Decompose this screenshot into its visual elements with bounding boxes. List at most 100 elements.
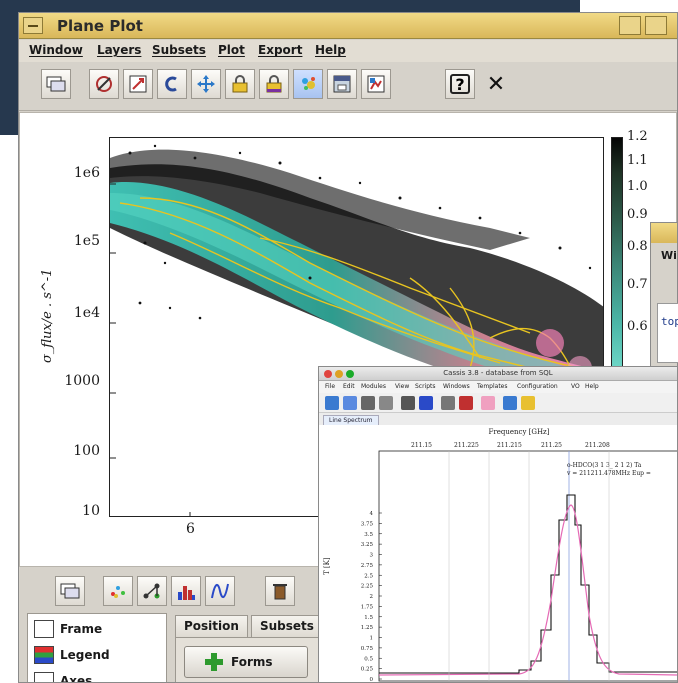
toolbar: ? ✕: [19, 63, 677, 111]
tab-subsets[interactable]: Subsets: [251, 615, 323, 637]
save-icon[interactable]: [343, 396, 357, 410]
colorbar-tick-label: 1.1: [627, 153, 648, 168]
window-title: Plane Plot: [57, 17, 143, 35]
forms-button[interactable]: Forms: [184, 646, 308, 678]
minimize-button[interactable]: [619, 16, 641, 35]
menu-subsets[interactable]: Subsets: [152, 43, 206, 57]
delete-layer-button[interactable]: [265, 576, 295, 606]
zoom-icon: [129, 75, 147, 93]
open-icon[interactable]: [325, 396, 339, 410]
print-icon[interactable]: [361, 396, 375, 410]
colorbar-tick-label: 0.6: [627, 319, 648, 334]
new-window-button[interactable]: [41, 69, 71, 99]
lock-y-button[interactable]: [259, 69, 289, 99]
close-icon: ✕: [486, 71, 506, 97]
colorbar-tick-label: 1.0: [627, 179, 648, 194]
cassis-toolbar: [319, 393, 677, 413]
tab-position[interactable]: Position: [175, 615, 248, 637]
cassis-menu-scripts[interactable]: Scripts: [415, 383, 436, 390]
secondary-menu-fragment[interactable]: Wi: [661, 249, 677, 262]
menu-help[interactable]: Help: [315, 43, 346, 57]
zoom-button[interactable]: [123, 69, 153, 99]
tab-panel: Forms: [175, 637, 335, 682]
spectrum-y-tick-label: 3.5: [364, 532, 373, 538]
y-tick-label: 1e5: [73, 233, 100, 249]
minimize-dot-icon[interactable]: [335, 370, 343, 378]
cassis-window: Cassis 3.8 - database from SQL File Edit…: [318, 366, 678, 683]
window-menu-button[interactable]: [23, 17, 43, 34]
python-icon[interactable]: [521, 396, 535, 410]
new-window-icon: [46, 76, 66, 92]
lock-x-icon: [232, 75, 248, 93]
new-window-button-2[interactable]: [55, 576, 85, 606]
spectrum-y-tick-label: 2.75: [361, 563, 374, 569]
export-button[interactable]: [361, 69, 391, 99]
spectrum-plot[interactable]: Frequency [GHz] 211.15 211.225 211.215 2…: [319, 425, 677, 682]
layer-item-frame[interactable]: Frame: [34, 618, 102, 640]
line-tool-icon[interactable]: [419, 396, 433, 410]
close-button[interactable]: ✕: [481, 69, 511, 99]
link-layer-button[interactable]: [137, 576, 167, 606]
colorbar: [611, 137, 623, 372]
export-icon: [367, 75, 385, 93]
spectrum-y-tick-label: 3.75: [361, 521, 374, 527]
maximize-button[interactable]: [645, 16, 667, 35]
menu-layers[interactable]: Layers: [97, 43, 142, 57]
cassis-menu-file[interactable]: File: [325, 383, 336, 390]
spectrum-y-tick-label: 1.25: [361, 625, 374, 631]
menu-plot[interactable]: Plot: [218, 43, 245, 57]
spectrum-y-tick-label: 2.5: [364, 573, 373, 579]
annotation-line-1: o-HDCO(3 1 3_ 2 1 2) Ta: [567, 462, 642, 469]
cassis-menu-modules[interactable]: Modules: [361, 383, 386, 390]
tool-icon[interactable]: [379, 396, 393, 410]
cassis-menu-templates[interactable]: Templates: [477, 383, 508, 390]
spectrum-y-label: T [K]: [323, 557, 331, 575]
layer-item-axes[interactable]: Axes: [34, 670, 92, 682]
pan-icon: [197, 75, 215, 93]
spectrum-y-tick-label: 3.25: [361, 542, 374, 548]
close-dot-icon[interactable]: [324, 370, 332, 378]
scatter-icon: [111, 586, 125, 598]
disk-icon[interactable]: [503, 396, 517, 410]
cassis-menu-windows[interactable]: Windows: [443, 383, 470, 390]
forms-button-label: Forms: [231, 655, 273, 669]
secondary-code-fragment: top: [661, 315, 678, 328]
density-icon: [302, 77, 315, 90]
cassis-menu-help[interactable]: Help: [585, 383, 599, 390]
legend-icon: [34, 646, 54, 664]
plus-icon: [205, 653, 223, 671]
cassis-menu-vo[interactable]: VO: [571, 383, 580, 390]
replot-button[interactable]: [157, 69, 187, 99]
menu-export[interactable]: Export: [258, 43, 303, 57]
menu-window[interactable]: Window: [29, 43, 83, 57]
fit-tool-icon[interactable]: [441, 396, 455, 410]
circle-tool-icon[interactable]: [481, 396, 495, 410]
cassis-menu-edit[interactable]: Edit: [343, 383, 355, 390]
layer-item-legend[interactable]: Legend: [34, 644, 110, 666]
zoom-dot-icon[interactable]: [346, 370, 354, 378]
spectrum-chart: Frequency [GHz] 211.15 211.225 211.215 2…: [323, 428, 677, 682]
y-tick-label: 1e6: [73, 165, 100, 181]
histogram-layer-button[interactable]: [171, 576, 201, 606]
replot-icon: [165, 76, 177, 92]
pan-button[interactable]: [191, 69, 221, 99]
cassis-menu-configuration[interactable]: Configuration: [517, 383, 558, 390]
help-button[interactable]: ?: [445, 69, 475, 99]
curve-tool-icon[interactable]: [459, 396, 473, 410]
lock-x-button[interactable]: [225, 69, 255, 99]
axis-button[interactable]: [89, 69, 119, 99]
delete-icon: [273, 584, 287, 600]
x-tick-label: 6: [186, 521, 195, 537]
cassis-menu-view[interactable]: View: [395, 383, 410, 390]
scatter-layer-button[interactable]: [103, 576, 133, 606]
top-tick-label: 211.208: [585, 442, 610, 449]
y-tick-label: 1000: [64, 373, 100, 389]
colorbar-tick-label: 0.7: [627, 277, 648, 292]
top-tick-label: 211.215: [497, 442, 522, 449]
frame-icon: [34, 620, 54, 638]
grid-button[interactable]: [327, 69, 357, 99]
spectrum-tool-icon[interactable]: [401, 396, 415, 410]
density-button[interactable]: [293, 69, 323, 99]
lock-y-icon: [266, 75, 282, 93]
function-layer-button[interactable]: [205, 576, 235, 606]
